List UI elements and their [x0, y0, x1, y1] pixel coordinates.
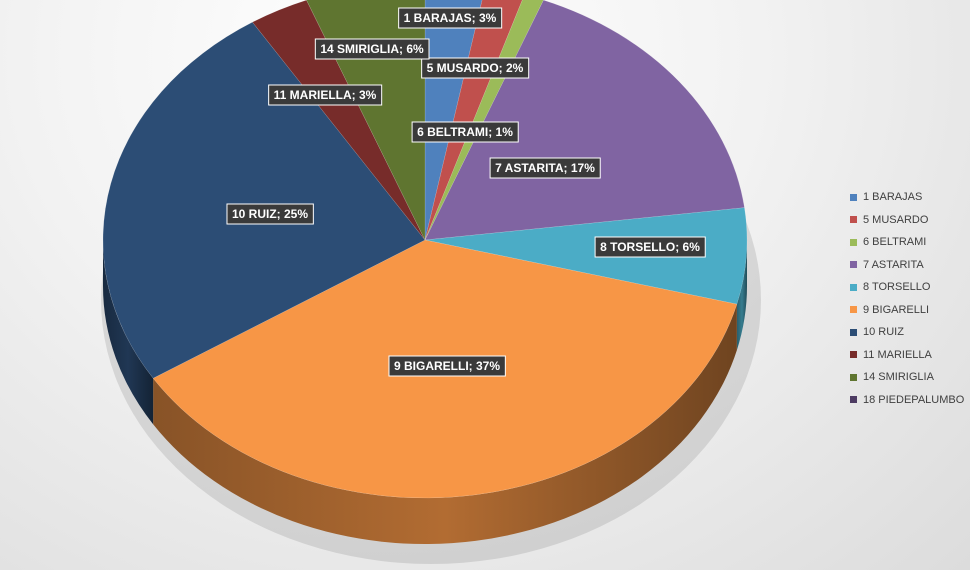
data-label-box: [388, 355, 506, 377]
legend-label: 6 BELTRAMI: [863, 236, 927, 249]
legend-swatch: [850, 216, 857, 224]
legend-label: 7 ASTARITA: [863, 258, 924, 271]
legend-item: 9 BIGARELLI: [850, 299, 966, 322]
legend-item: 1 BARAJAS: [850, 186, 966, 209]
legend-swatch: [850, 328, 857, 336]
data-label-text: 14 SMIRIGLIA; 6%: [320, 42, 424, 56]
data-label: 5 MUSARDO; 2%: [421, 57, 530, 79]
pie-slice-8-torsello: [424, 207, 748, 305]
data-label-text: 6 BELTRAMI; 1%: [417, 125, 513, 139]
pie-slice-7-astarita: [424, 0, 745, 241]
data-label-text: 8 TORSELLO; 6%: [600, 240, 700, 254]
legend-label: 18 PIEDEPALUMBO: [863, 393, 965, 406]
data-label: 8 TORSELLO; 6%: [594, 236, 706, 258]
data-label-box: [314, 38, 430, 60]
data-label-text: 7 ASTARITA; 17%: [495, 161, 595, 175]
data-label-box: [226, 203, 314, 225]
data-label: 11 MARIELLA; 3%: [268, 84, 383, 106]
legend-label: 8 TORSELLO: [863, 281, 931, 294]
data-label-box: [421, 57, 530, 79]
data-label-text: 1 BARAJAS; 3%: [404, 11, 497, 25]
data-label: 10 RUIZ; 25%: [226, 203, 314, 225]
data-label: 14 SMIRIGLIA; 6%: [314, 38, 430, 60]
legend-swatch: [850, 261, 857, 269]
legend-label: 5 MUSARDO: [863, 213, 929, 226]
data-label-text: 10 RUIZ; 25%: [232, 207, 308, 221]
legend-item: 7 ASTARITA: [850, 254, 966, 277]
pie-side-10-ruiz: [103, 240, 154, 425]
legend-swatch: [850, 373, 857, 381]
legend-label: 11 MARIELLA: [863, 348, 932, 361]
data-label: 6 BELTRAMI; 1%: [411, 121, 519, 143]
data-label-text: 11 MARIELLA; 3%: [274, 88, 377, 102]
legend-item: 8 TORSELLO: [850, 276, 966, 299]
legend-swatch: [850, 396, 857, 404]
legend-item: 5 MUSARDO: [850, 209, 966, 232]
pie-slice-14-smiriglia: [306, 0, 426, 241]
legend-label: 14 SMIRIGLIA: [863, 371, 934, 384]
pie-side-8-torsello: [736, 240, 747, 351]
legend-swatch: [850, 238, 857, 246]
pie-side-9-bigarelli: [153, 304, 737, 545]
legend-swatch: [850, 306, 857, 314]
pie-slice-10-ruiz: [102, 21, 426, 379]
data-label-box: [411, 121, 519, 143]
legend-swatch: [850, 283, 857, 291]
legend-label: 1 BARAJAS: [863, 191, 923, 204]
data-label-box: [594, 236, 706, 258]
data-label-box: [398, 7, 503, 29]
legend-label: 9 BIGARELLI: [863, 303, 930, 316]
legend-item: 10 RUIZ: [850, 321, 966, 344]
legend-swatch: [850, 351, 857, 359]
legend-label: 10 RUIZ: [863, 326, 904, 339]
pie-slice-11-mariella: [252, 0, 426, 241]
pie-labels-group: 1 BARAJAS; 3% 5 MUSARDO; 2% 6 BELTRAMI; 1%…: [226, 7, 706, 377]
legend-item: 14 SMIRIGLIA: [850, 366, 966, 389]
legend-swatch: [850, 193, 857, 201]
data-label-box: [489, 157, 601, 179]
data-label-box: [268, 84, 383, 106]
data-label-text: 5 MUSARDO; 2%: [427, 61, 524, 75]
data-label: 1 BARAJAS; 3%: [398, 7, 503, 29]
legend-item: 6 BELTRAMI: [850, 231, 966, 254]
chart-legend: 1 BARAJAS 5 MUSARDO 6 BELTRAMI 7 ASTARITA 8 …: [850, 186, 966, 411]
legend-item: 18 PIEDEPALUMBO: [850, 389, 966, 412]
data-label-text: 9 BIGARELLI; 37%: [394, 359, 500, 373]
legend-item: 11 MARIELLA: [850, 344, 966, 367]
data-label: 9 BIGARELLI; 37%: [388, 355, 506, 377]
data-label: 7 ASTARITA; 17%: [489, 157, 601, 179]
